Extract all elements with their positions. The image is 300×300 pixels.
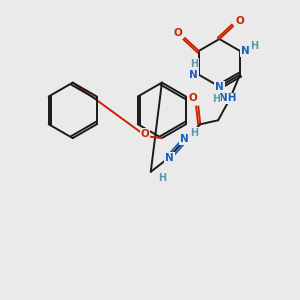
Text: H: H: [212, 94, 220, 104]
Text: O: O: [141, 129, 149, 139]
Text: O: O: [188, 94, 197, 103]
Text: O: O: [236, 16, 244, 26]
Text: N: N: [241, 46, 249, 56]
Text: H: H: [190, 59, 198, 69]
Text: H: H: [190, 128, 198, 138]
Text: H: H: [250, 41, 258, 51]
Text: NH: NH: [219, 94, 237, 103]
Text: N: N: [180, 134, 189, 144]
Text: O: O: [174, 28, 182, 38]
Text: N: N: [215, 82, 224, 92]
Text: N: N: [189, 70, 198, 80]
Text: N: N: [165, 153, 174, 163]
Text: H: H: [159, 173, 167, 183]
